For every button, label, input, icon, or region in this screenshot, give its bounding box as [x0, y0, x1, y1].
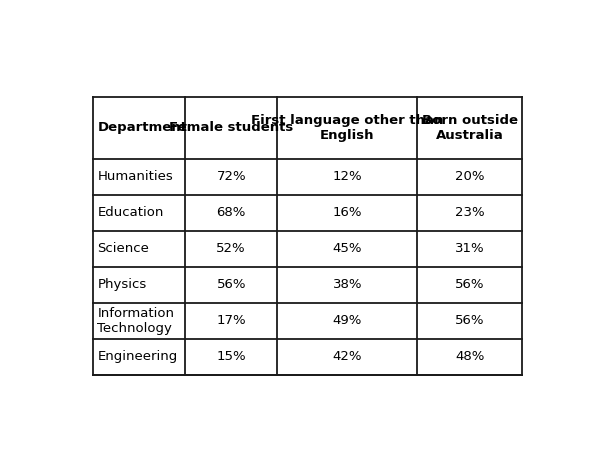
Text: Female students: Female students [169, 122, 293, 135]
Text: Humanities: Humanities [97, 170, 173, 183]
Text: First language other than
English: First language other than English [251, 114, 443, 142]
Text: 52%: 52% [217, 242, 246, 255]
Text: Science: Science [97, 242, 149, 255]
Text: Department: Department [97, 122, 187, 135]
Text: 17%: 17% [217, 314, 246, 327]
Text: 12%: 12% [332, 170, 362, 183]
Text: Education: Education [97, 206, 164, 219]
Text: 31%: 31% [455, 242, 485, 255]
Text: 45%: 45% [332, 242, 362, 255]
Text: 20%: 20% [455, 170, 484, 183]
Text: 23%: 23% [455, 206, 485, 219]
Text: Physics: Physics [97, 278, 146, 291]
Text: 49%: 49% [332, 314, 362, 327]
Text: 68%: 68% [217, 206, 246, 219]
Text: Born outside
Australia: Born outside Australia [422, 114, 518, 142]
Text: 38%: 38% [332, 278, 362, 291]
Text: 56%: 56% [455, 314, 484, 327]
Text: Information
Technology: Information Technology [97, 306, 175, 334]
Text: 72%: 72% [217, 170, 246, 183]
Text: 15%: 15% [217, 350, 246, 363]
Bar [92, 97, 523, 374]
Text: 56%: 56% [217, 278, 246, 291]
Text: 56%: 56% [455, 278, 484, 291]
Text: 16%: 16% [332, 206, 362, 219]
Text: 48%: 48% [455, 350, 484, 363]
Text: Engineering: Engineering [97, 350, 178, 363]
Text: 42%: 42% [332, 350, 362, 363]
